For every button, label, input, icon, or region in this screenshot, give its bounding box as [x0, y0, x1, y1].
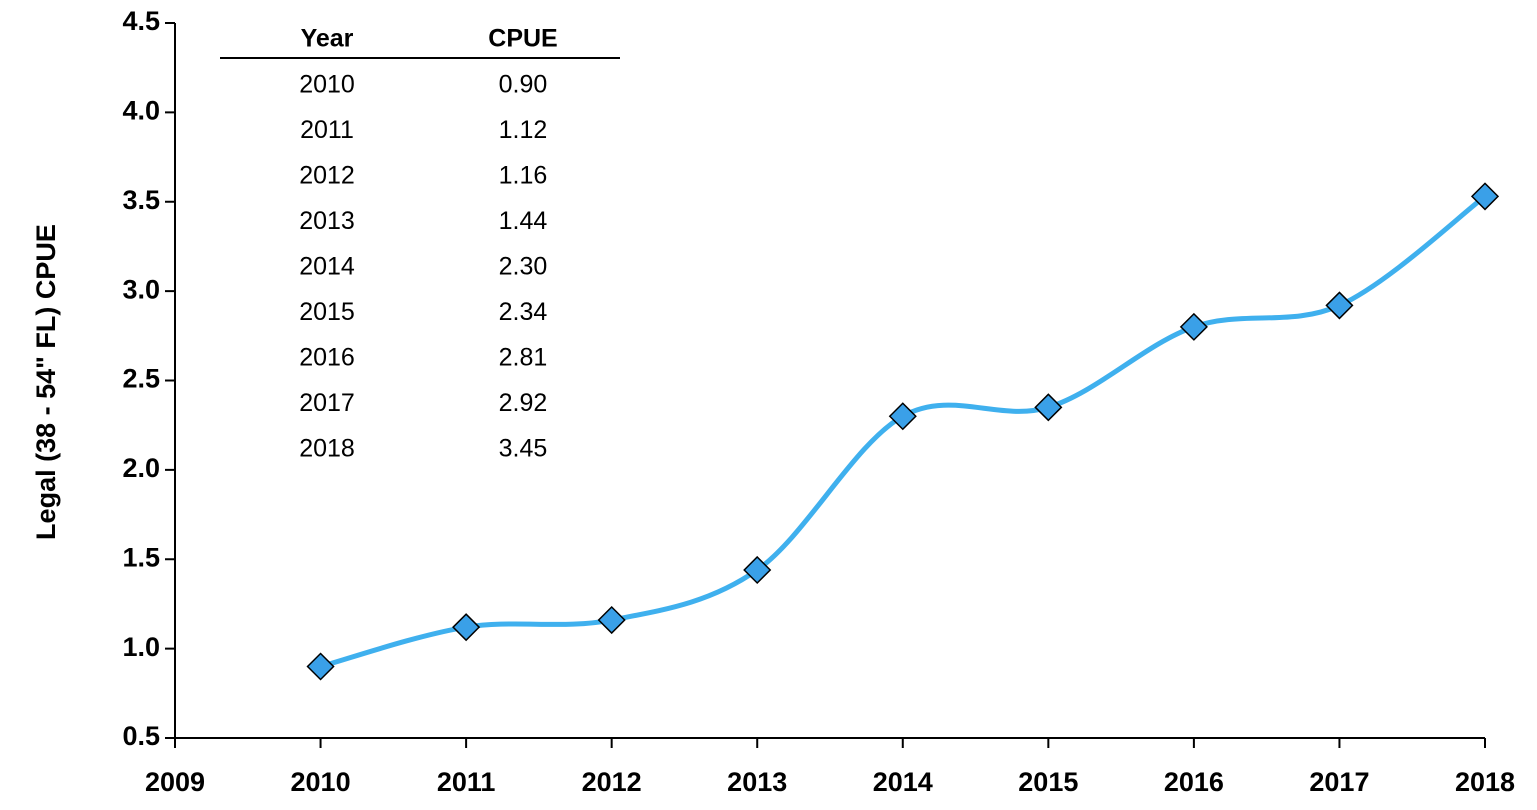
x-tick-label: 2011 — [437, 767, 496, 797]
x-tick-label: 2017 — [1309, 767, 1369, 797]
table-cell: 2016 — [299, 344, 355, 372]
x-tick-label: 2014 — [873, 767, 933, 797]
y-tick-label: 4.0 — [122, 96, 160, 126]
x-tick-label: 2009 — [145, 767, 205, 797]
table-cell: 1.16 — [499, 162, 548, 190]
table-cell: 0.90 — [499, 71, 548, 99]
y-tick-label: 1.5 — [122, 542, 160, 572]
table-cell: 2.30 — [499, 253, 548, 281]
marker — [888, 402, 917, 431]
x-tick-label: 2012 — [582, 767, 642, 797]
y-tick-label: 4.5 — [122, 6, 160, 36]
table-cell: 2.92 — [499, 389, 548, 417]
table-cell: 2012 — [299, 162, 355, 190]
table-cell: 2011 — [300, 116, 354, 144]
marker — [1470, 182, 1500, 211]
table-cell: 1.44 — [499, 207, 548, 235]
table-cell: 3.45 — [499, 435, 548, 463]
y-tick-label: 1.0 — [122, 632, 160, 662]
x-tick-label: 2010 — [291, 767, 351, 797]
table-cell: 2013 — [299, 207, 355, 235]
marker — [1325, 291, 1354, 320]
marker — [306, 652, 335, 681]
y-tick-label: 2.5 — [122, 364, 160, 394]
y-tick-label: 3.5 — [122, 185, 160, 215]
marker — [1179, 312, 1208, 341]
table-header: CPUE — [488, 25, 557, 53]
table-cell: 2010 — [299, 71, 355, 99]
x-tick-label: 2013 — [727, 767, 787, 797]
table-cell: 1.12 — [499, 116, 548, 144]
y-tick-label: 3.0 — [122, 274, 160, 304]
line — [319, 194, 1487, 669]
x-tick-label: 2015 — [1018, 767, 1078, 797]
table-cell: 2014 — [299, 253, 355, 281]
marker — [597, 605, 626, 635]
table-cell: 2017 — [299, 389, 355, 417]
x-tick-label: 2018 — [1455, 767, 1515, 797]
table-cell: 2015 — [299, 298, 355, 326]
y-tick-label: 0.5 — [122, 721, 160, 751]
table-header: Year — [301, 25, 354, 53]
x-tick-label: 2016 — [1164, 767, 1224, 797]
marker — [452, 613, 481, 642]
marker — [1034, 393, 1063, 422]
y-axis-label: Legal (38 - 54" FL) CPUE — [31, 224, 61, 540]
table-cell: 2.81 — [499, 344, 548, 372]
marker — [743, 555, 772, 585]
table-cell: 2.34 — [499, 298, 548, 326]
y-tick-label: 2.0 — [122, 453, 160, 483]
table-cell: 2018 — [299, 435, 355, 463]
